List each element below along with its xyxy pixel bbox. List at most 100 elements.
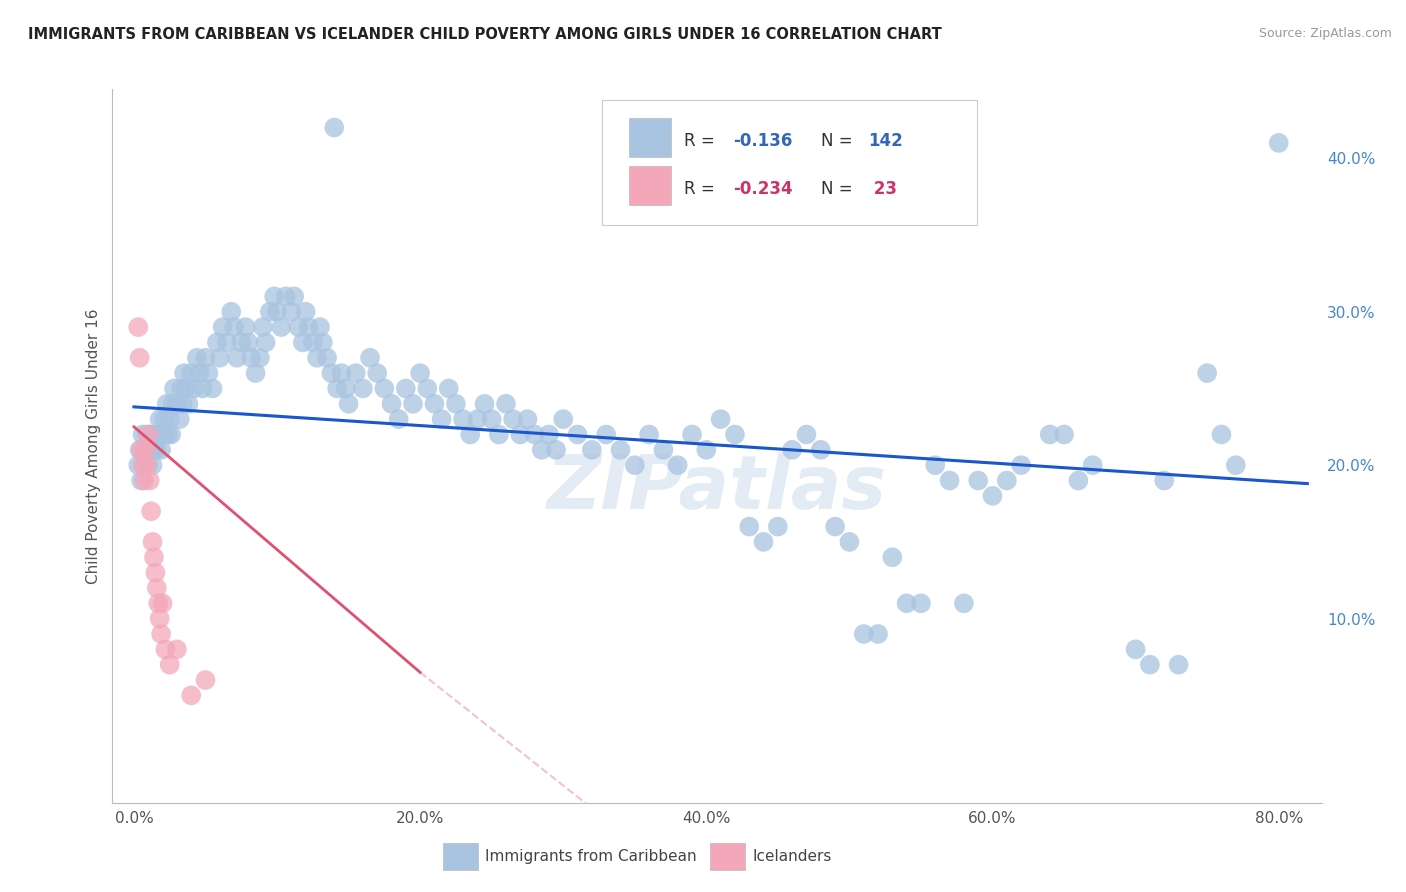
Point xyxy=(924,458,946,473)
Point xyxy=(180,366,202,380)
Point xyxy=(132,474,155,488)
Text: R =: R = xyxy=(685,180,720,198)
Point xyxy=(1067,474,1090,488)
Point xyxy=(159,412,181,426)
Point xyxy=(146,581,169,595)
Point xyxy=(141,458,163,473)
Point xyxy=(502,412,524,426)
Point xyxy=(148,427,170,442)
Point xyxy=(359,351,381,365)
Point xyxy=(866,627,889,641)
Point xyxy=(139,427,162,442)
Point xyxy=(380,397,402,411)
Point xyxy=(280,304,302,318)
Point xyxy=(145,427,167,442)
Point xyxy=(581,442,603,457)
Point xyxy=(1225,458,1247,473)
Point xyxy=(131,458,153,473)
Point xyxy=(1197,366,1219,380)
Point xyxy=(283,289,305,303)
Point xyxy=(128,442,150,457)
Point xyxy=(183,381,205,395)
Point xyxy=(451,412,474,426)
Point xyxy=(208,351,231,365)
Point xyxy=(127,458,149,473)
Point xyxy=(149,412,172,426)
Point xyxy=(323,120,346,135)
Point xyxy=(135,427,157,442)
Point xyxy=(330,366,353,380)
Text: Icelanders: Icelanders xyxy=(752,849,831,863)
Point xyxy=(180,689,202,703)
Point xyxy=(695,442,717,457)
Point xyxy=(219,304,242,318)
Text: IMMIGRANTS FROM CARIBBEAN VS ICELANDER CHILD POVERTY AMONG GIRLS UNDER 16 CORREL: IMMIGRANTS FROM CARIBBEAN VS ICELANDER C… xyxy=(28,27,942,42)
Point xyxy=(291,335,314,350)
Y-axis label: Child Poverty Among Girls Under 16: Child Poverty Among Girls Under 16 xyxy=(86,309,101,583)
Text: 23: 23 xyxy=(868,180,897,198)
Point xyxy=(226,351,249,365)
Point xyxy=(301,335,323,350)
Point xyxy=(373,381,395,395)
Point xyxy=(211,320,233,334)
Point xyxy=(402,397,425,411)
Point xyxy=(160,427,183,442)
Point xyxy=(458,427,481,442)
Point xyxy=(138,442,160,457)
Point xyxy=(1167,657,1189,672)
Point xyxy=(205,335,228,350)
Point xyxy=(423,397,446,411)
Point xyxy=(263,289,285,303)
Point xyxy=(143,442,166,457)
Point xyxy=(162,397,184,411)
Point xyxy=(136,427,159,442)
Point xyxy=(297,320,319,334)
Point xyxy=(366,366,388,380)
Text: Source: ZipAtlas.com: Source: ZipAtlas.com xyxy=(1258,27,1392,40)
Point xyxy=(344,366,367,380)
Point xyxy=(173,366,195,380)
Point xyxy=(174,381,197,395)
Point xyxy=(134,442,156,457)
Point xyxy=(495,397,517,411)
Point xyxy=(316,351,339,365)
Point xyxy=(266,304,288,318)
Point xyxy=(172,397,194,411)
Point xyxy=(238,335,260,350)
Point xyxy=(254,335,277,350)
Point xyxy=(145,566,167,580)
Point xyxy=(1053,427,1076,442)
Text: Immigrants from Caribbean: Immigrants from Caribbean xyxy=(485,849,697,863)
Point xyxy=(567,427,589,442)
Point xyxy=(1039,427,1062,442)
Point xyxy=(1125,642,1147,657)
Point xyxy=(148,596,170,610)
Point xyxy=(252,320,274,334)
Point xyxy=(177,397,200,411)
Point xyxy=(136,458,159,473)
Point xyxy=(326,381,349,395)
Point xyxy=(150,627,173,641)
Point xyxy=(337,397,360,411)
Text: R =: R = xyxy=(685,132,720,150)
Point xyxy=(546,442,568,457)
Point xyxy=(215,335,238,350)
Text: 142: 142 xyxy=(868,132,903,150)
Point xyxy=(530,442,553,457)
Point xyxy=(981,489,1004,503)
Point xyxy=(270,320,292,334)
Point xyxy=(127,320,149,334)
Point xyxy=(938,474,960,488)
Point xyxy=(1267,136,1289,150)
Point xyxy=(249,351,271,365)
Point xyxy=(995,474,1018,488)
Point xyxy=(516,412,538,426)
Point xyxy=(1081,458,1104,473)
Point xyxy=(509,427,531,442)
Point xyxy=(1153,474,1175,488)
Point xyxy=(395,381,418,395)
Point xyxy=(294,304,316,318)
Point xyxy=(595,427,617,442)
Point xyxy=(766,519,789,533)
Point xyxy=(681,427,703,442)
